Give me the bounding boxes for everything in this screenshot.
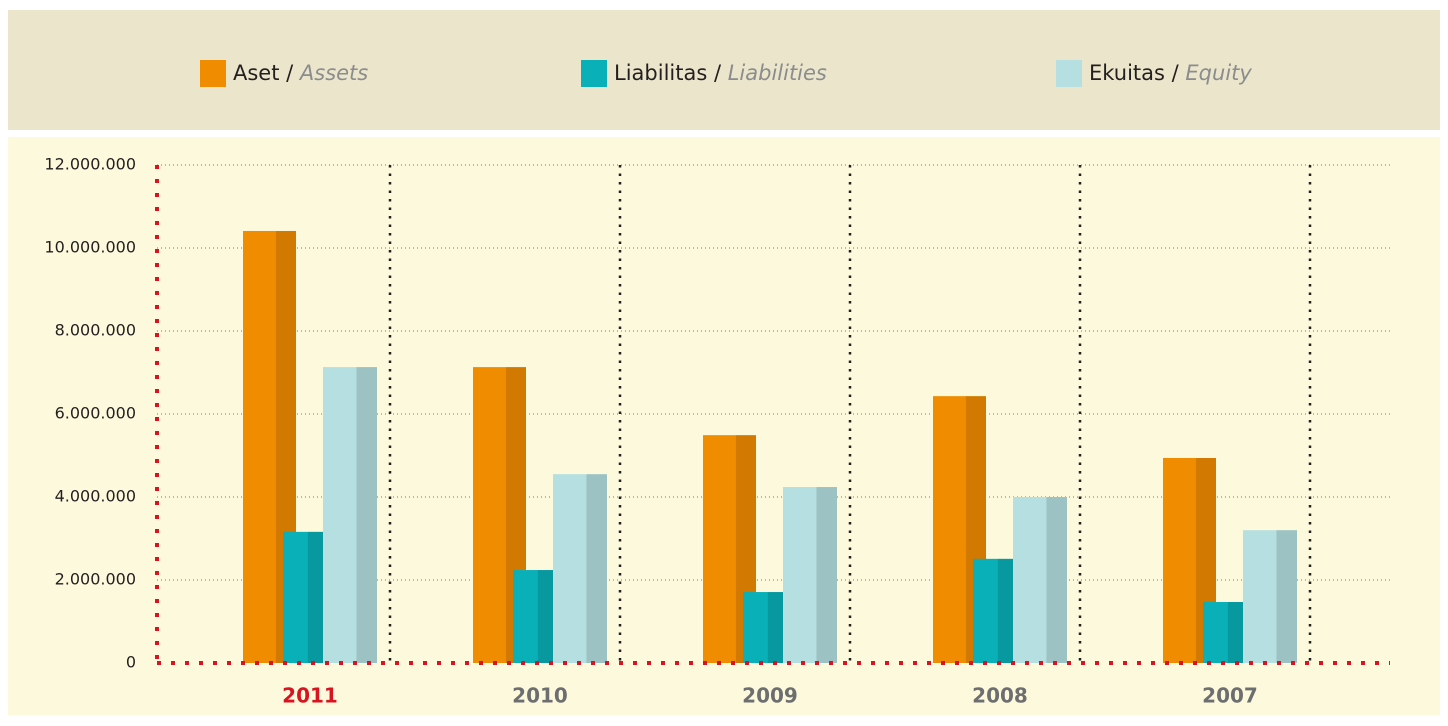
bar [743, 592, 783, 663]
bar [553, 474, 607, 663]
x-tick-label: 2010 [512, 684, 568, 708]
y-tick-label: 6.000.000 [55, 404, 136, 423]
y-tick-label: 10.000.000 [44, 238, 136, 257]
bar [1243, 530, 1297, 663]
legend-swatch [200, 60, 226, 87]
bar-shade [537, 570, 553, 663]
bar-shade [586, 474, 607, 663]
legend-swatch [1056, 60, 1082, 87]
x-tick-label: 2011 [282, 684, 338, 708]
legend-label: Ekuitas / Equity [1089, 61, 1252, 85]
bar [783, 487, 837, 663]
bar-shade [1227, 601, 1243, 663]
bar [973, 558, 1013, 663]
legend-label: Liabilitas / Liabilities [614, 61, 827, 85]
legend-band [8, 10, 1440, 130]
legend-swatch [581, 60, 607, 87]
bar [283, 531, 323, 663]
bar [513, 570, 553, 663]
bar-shade [356, 367, 377, 663]
bar-shade [997, 558, 1013, 663]
bar [323, 367, 377, 663]
x-tick-label: 2007 [1202, 684, 1258, 708]
x-tick-label: 2009 [742, 684, 798, 708]
bar [1203, 601, 1243, 663]
bar-shade [307, 531, 323, 663]
bar-shade [1276, 530, 1297, 663]
x-tick-label: 2008 [972, 684, 1028, 708]
y-tick-label: 8.000.000 [55, 321, 136, 340]
bar-shade [816, 487, 837, 663]
y-tick-label: 2.000.000 [55, 570, 136, 589]
bar [1013, 497, 1067, 663]
y-tick-label: 0 [126, 653, 136, 672]
legend-label: Aset / Assets [233, 61, 368, 85]
y-tick-label: 4.000.000 [55, 487, 136, 506]
bar-shade [1046, 497, 1067, 663]
bar-shade [767, 592, 783, 663]
y-tick-label: 12.000.000 [44, 155, 136, 174]
